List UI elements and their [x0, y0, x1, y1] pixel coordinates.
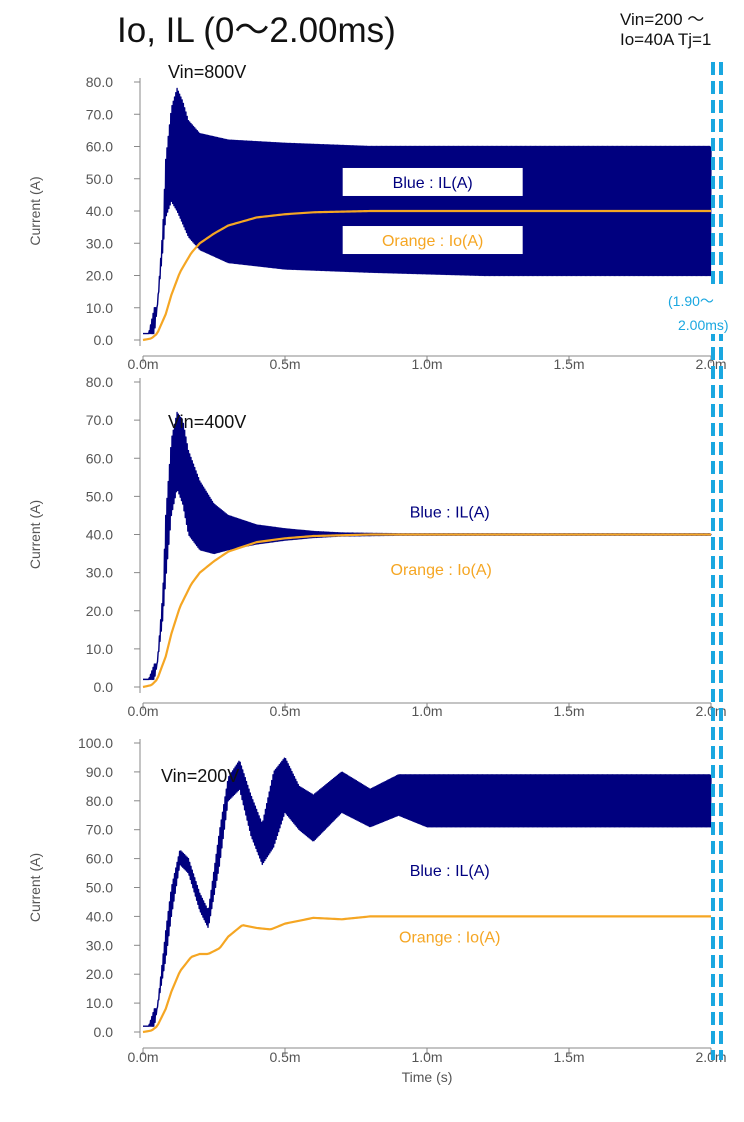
y-tick-label: 60.0 — [86, 139, 113, 155]
corner-note-line-2: Io=40A Tj=1 — [620, 30, 712, 49]
series-line-io — [142, 209, 711, 342]
y-tick-label: 20.0 — [86, 268, 113, 284]
annotation-box — [359, 497, 540, 526]
y-tick-label: 60.0 — [86, 851, 113, 867]
x-tick-label: 0.0m — [127, 703, 158, 719]
y-tick-label: 60.0 — [86, 450, 113, 466]
y-tick-label: 50.0 — [86, 488, 113, 504]
y-tick-label: 80.0 — [86, 793, 113, 809]
x-tick-label: 1.5m — [553, 356, 584, 372]
annotation-box — [359, 922, 540, 951]
annotation-box — [342, 167, 523, 196]
panel-label: Vin=800V — [168, 62, 246, 82]
y-tick-label: 20.0 — [86, 603, 113, 619]
y-tick-label: 70.0 — [86, 412, 113, 428]
chart-panel-1: 0.0 10.0 20.0 30.0 40.0 50.0 60.0 70.0 80.0 0.0m 0… — [27, 62, 727, 372]
y-tick-label: 70.0 — [86, 106, 113, 122]
y-tick-label: 100.0 — [78, 735, 113, 751]
y-tick-label: 0.0 — [94, 1024, 114, 1040]
y-tick-label: 10.0 — [86, 995, 113, 1011]
x-axis-title: Time (s) — [402, 1069, 453, 1085]
x-tick-label: 1.5m — [553, 703, 584, 719]
series-line-il — [142, 757, 712, 1027]
y-tick-label: 40.0 — [86, 203, 113, 219]
page-title: Io, IL (0～2.00ms) — [117, 11, 396, 50]
annotation-box — [342, 226, 523, 255]
y-tick-label: 0.0 — [94, 679, 114, 695]
y-tick-label: 50.0 — [86, 880, 113, 896]
panel-label: Vin=400V — [168, 412, 246, 432]
series-line-io — [142, 533, 711, 689]
annotation-label: Blue : IL(A) — [393, 175, 473, 192]
chart-panel-3: 0.0 10.0 20.0 30.0 40.0 50.0 60.0 70.0 80.0 90.0 1… — [27, 735, 727, 1085]
y-tick-label: 30.0 — [86, 565, 113, 581]
x-tick-label: 1.5m — [553, 1049, 584, 1065]
panel-label: Vin=200V — [161, 766, 239, 786]
x-tick-label: 0.5m — [269, 1049, 300, 1065]
annotation-label: Orange : Io(A) — [399, 930, 500, 947]
y-tick-label: 40.0 — [86, 527, 113, 543]
corner-note-line-1: Vin=200 ～ — [620, 10, 705, 29]
y-axis-title: Current (A) — [27, 500, 43, 569]
y-tick-label: 30.0 — [86, 235, 113, 251]
y-axis-title: Current (A) — [27, 176, 43, 245]
y-tick-label: 90.0 — [86, 764, 113, 780]
annotation-label: Blue : IL(A) — [410, 505, 490, 522]
series-line-il — [142, 411, 712, 681]
y-tick-label: 70.0 — [86, 822, 113, 838]
y-tick-label: 20.0 — [86, 966, 113, 982]
x-tick-label: 1.0m — [411, 356, 442, 372]
x-tick-label: 0.0m — [127, 1049, 158, 1065]
time-window-marker: (1.90～ 2.00ms) — [650, 62, 744, 1060]
annotation-label: Orange : Io(A) — [382, 233, 483, 250]
x-tick-label: 1.0m — [411, 703, 442, 719]
x-tick-label: 0.0m — [127, 356, 158, 372]
y-tick-label: 10.0 — [86, 641, 113, 657]
series-line-il — [142, 87, 712, 335]
y-axis-title: Current (A) — [27, 853, 43, 922]
window-label-line-2: 2.00ms) — [678, 317, 729, 333]
x-tick-label: 1.0m — [411, 1049, 442, 1065]
y-tick-label: 0.0 — [94, 332, 114, 348]
y-tick-label: 10.0 — [86, 300, 113, 316]
y-tick-label: 40.0 — [86, 908, 113, 924]
annotation-label: Blue : IL(A) — [410, 863, 490, 880]
corner-note: Vin=200 ～ Io=40A Tj=1 — [620, 10, 711, 50]
x-tick-label: 0.5m — [269, 703, 300, 719]
x-tick-label: 0.5m — [269, 356, 300, 372]
y-tick-label: 80.0 — [86, 74, 113, 90]
y-tick-label: 30.0 — [86, 937, 113, 953]
annotation-label: Orange : Io(A) — [391, 562, 492, 579]
chart-panel-2: 0.0 10.0 20.0 30.0 40.0 50.0 60.0 70.0 80.0 0.0m 0… — [27, 374, 727, 719]
annotation-box — [359, 856, 540, 885]
window-label-line-1: (1.90～ — [668, 293, 714, 309]
x-tick-label: 2.0m — [695, 356, 726, 372]
annotation-box — [351, 554, 532, 583]
series-line-io — [142, 915, 711, 1034]
y-tick-label: 80.0 — [86, 374, 113, 390]
window-label-box — [650, 290, 744, 334]
y-tick-label: 50.0 — [86, 171, 113, 187]
